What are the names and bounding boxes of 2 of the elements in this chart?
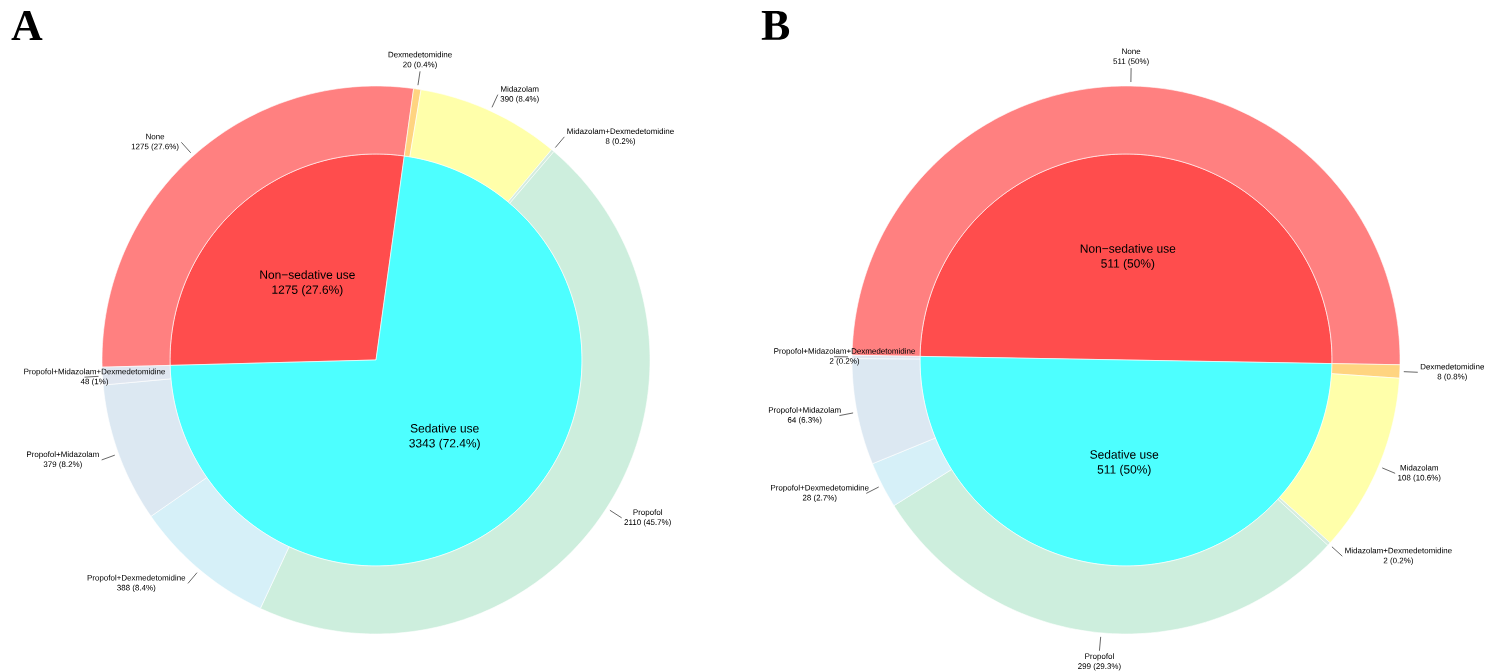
chart-title: B	[761, 11, 790, 40]
chart-title: A	[11, 11, 43, 40]
